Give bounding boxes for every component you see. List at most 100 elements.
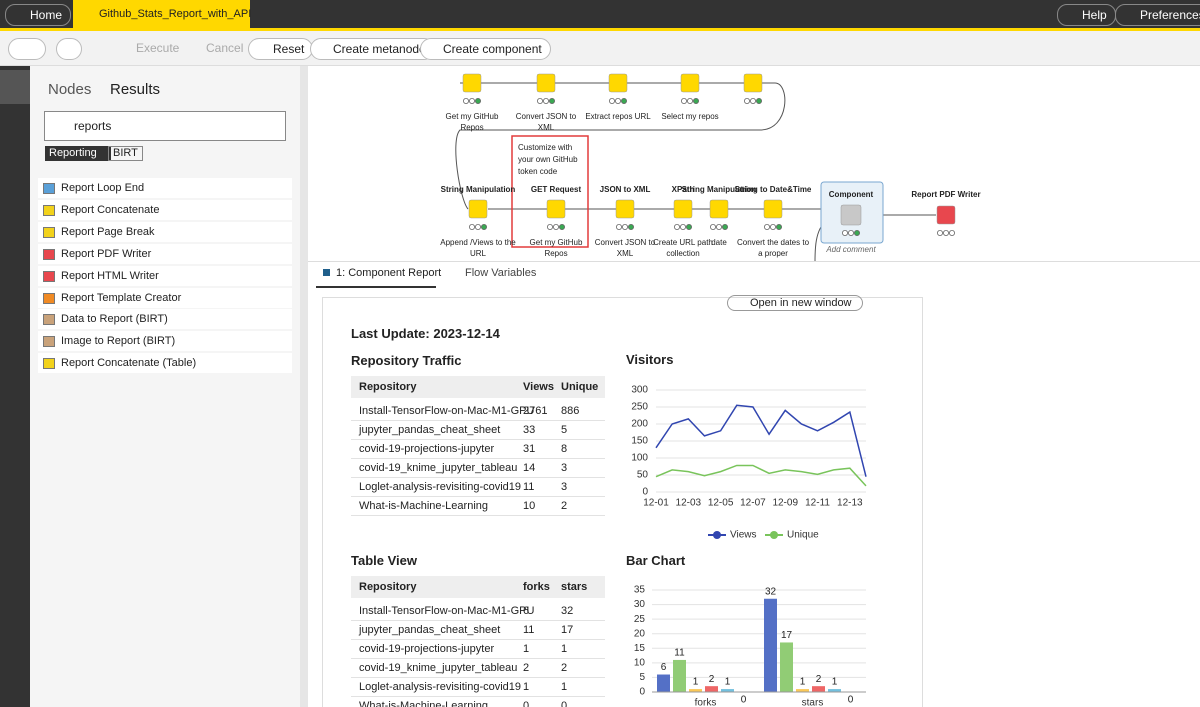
bar-label: 1 <box>725 677 731 688</box>
node-label: Extract repos URL <box>585 112 651 121</box>
table-cell: 32 <box>561 605 574 617</box>
column-header: Unique <box>561 381 599 393</box>
y-tick-label: 35 <box>634 585 646 596</box>
breadcrumb-nodes[interactable]: Nodes <box>48 81 92 98</box>
chart-title: Bar Chart <box>626 553 686 568</box>
x-tick-label: stars <box>802 698 824 707</box>
node-label: Convert JSON to XML <box>515 112 577 132</box>
y-tick-label: 25 <box>634 614 646 625</box>
column-header: Repository <box>359 581 417 593</box>
node-icon <box>43 226 55 238</box>
y-tick-label: 300 <box>631 385 648 396</box>
node-label: Create URL path collection <box>653 238 713 258</box>
status-dot <box>722 223 729 230</box>
node-icon <box>709 199 729 219</box>
status-dot <box>543 98 550 105</box>
divider <box>308 261 1200 262</box>
status-dot <box>474 98 481 105</box>
result-item[interactable] <box>38 265 292 286</box>
y-tick-label: 20 <box>634 628 646 639</box>
result-name: Report PDF Writer <box>61 247 152 260</box>
node-icon <box>936 205 956 225</box>
result-item[interactable] <box>38 331 292 352</box>
annotation-text: Customize with your own GitHub token cod… <box>518 143 578 176</box>
execute-button[interactable]: Execute <box>136 41 180 55</box>
status-dot <box>609 98 616 105</box>
cancel-button[interactable]: Cancel <box>206 41 244 55</box>
bar-label: 32 <box>765 586 777 597</box>
bar-label: 1 <box>693 677 699 688</box>
workflow-canvas <box>455 73 956 262</box>
table-cell: 33 <box>523 424 536 436</box>
result-item[interactable] <box>38 221 292 242</box>
status-dot <box>547 223 554 230</box>
node-title: GET Request <box>530 185 582 194</box>
table-title: Table View <box>351 553 417 568</box>
bar-label: 1 <box>832 677 838 688</box>
tag-reporting[interactable]: Reporting <box>45 146 111 161</box>
result-item[interactable] <box>38 353 292 374</box>
tab-icon <box>323 269 330 276</box>
view-tab-flow[interactable]: Flow Variables <box>465 267 537 279</box>
tag-birt[interactable]: BIRT <box>108 146 143 161</box>
node-title: Component <box>828 190 874 199</box>
result-name: Report Loop End <box>61 182 145 194</box>
undo-button[interactable] <box>56 38 82 60</box>
table-cell: 31 <box>523 443 536 455</box>
table-title: Repository Traffic <box>351 353 462 368</box>
status-dot <box>468 223 475 230</box>
bar <box>705 686 718 692</box>
metanode-button[interactable]: Create metanode <box>310 38 435 60</box>
status-dot <box>949 229 956 236</box>
node-icon <box>43 358 55 370</box>
status-dot <box>674 223 681 230</box>
row-divider <box>351 439 605 440</box>
y-tick-label: 50 <box>637 470 649 481</box>
result-name: Report Page Break <box>61 225 155 238</box>
result-item[interactable] <box>38 199 292 220</box>
search-box[interactable] <box>44 111 286 141</box>
x-tick-label: 12-11 <box>805 498 830 509</box>
status-dot <box>693 98 700 105</box>
splitter[interactable] <box>300 66 308 707</box>
y-tick-label: 10 <box>634 657 646 668</box>
status-dot <box>756 98 763 105</box>
table-cell: covid-19-projections-jupyter <box>359 443 495 455</box>
open-window-button[interactable]: Open in new window <box>727 295 863 311</box>
table-cell: 5 <box>561 424 568 436</box>
component-button[interactable]: Create component <box>420 38 551 60</box>
node-title: XPath <box>671 185 695 194</box>
table-cell: 8 <box>561 443 568 455</box>
table-cell: Install-TensorFlow-on-Mac-M1-GPU <box>359 605 535 617</box>
workflow-tab[interactable]: Github_Stats_Report_with_API <box>73 0 251 30</box>
home-tab[interactable]: Home <box>5 4 72 26</box>
result-item[interactable] <box>38 243 292 264</box>
node-icon <box>536 73 556 93</box>
toolbar <box>0 31 1200 66</box>
column-header: stars <box>561 581 588 593</box>
x-tick-label: 12-01 <box>643 498 669 509</box>
status-dot <box>687 98 694 105</box>
table-cell: 2 <box>561 500 568 512</box>
line-series <box>655 404 867 477</box>
save-button[interactable] <box>8 38 46 60</box>
status-dot <box>549 98 556 105</box>
view-tab-report[interactable]: 1: Component Report <box>336 267 442 279</box>
table-cell: 1 <box>561 681 568 693</box>
result-item[interactable] <box>38 309 292 330</box>
result-item[interactable] <box>38 287 292 308</box>
preferences-button[interactable]: Preferences <box>1115 4 1200 26</box>
chart-title: Visitors <box>626 352 674 367</box>
status-dot <box>480 223 487 230</box>
node-label: Convert the dates to a proper <box>736 238 810 258</box>
table-cell: 3 <box>561 481 568 493</box>
line-series <box>655 464 867 487</box>
result-item[interactable] <box>38 178 292 198</box>
table-cell: covid-19_knime_jupyter_tableau <box>359 462 518 474</box>
rail-active <box>0 70 30 104</box>
row-divider <box>351 620 605 621</box>
reset-button[interactable]: Reset <box>248 38 314 60</box>
bar-label: 1 <box>800 677 806 688</box>
tab-underline <box>316 286 436 288</box>
y-tick-label: 250 <box>631 402 648 413</box>
